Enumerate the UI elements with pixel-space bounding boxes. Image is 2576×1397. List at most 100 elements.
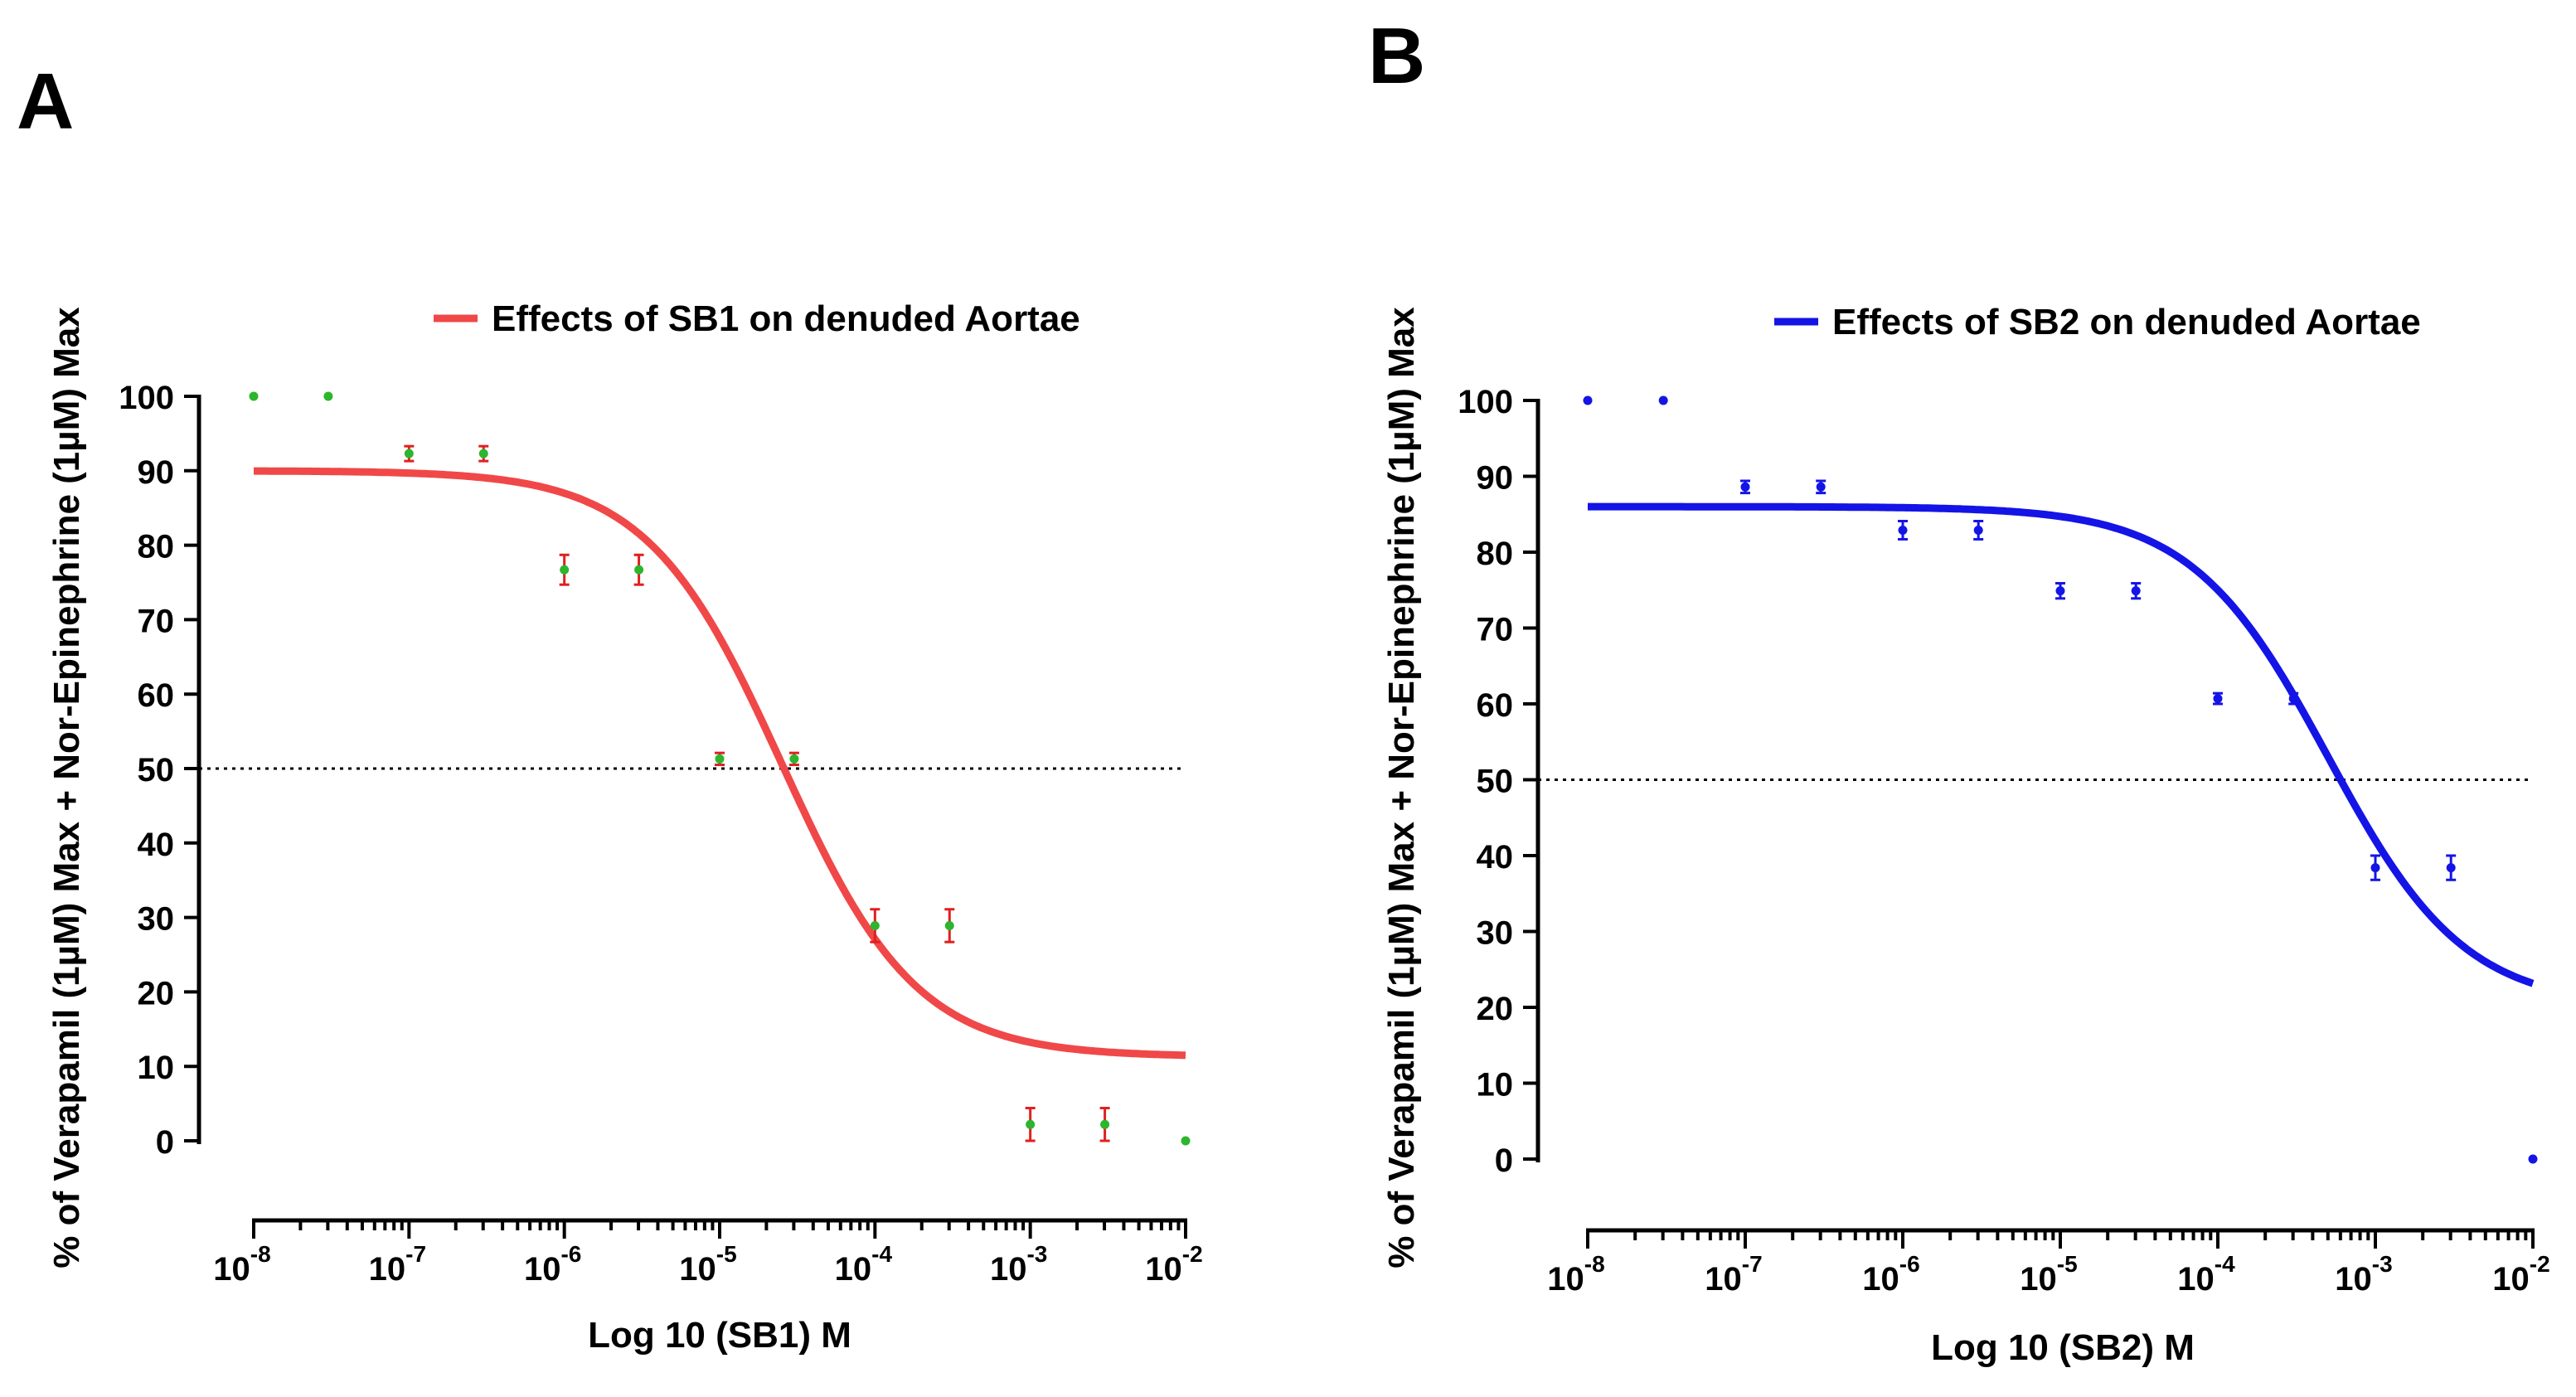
panel-label: B <box>1368 12 1425 100</box>
x-tick-exponent: -8 <box>250 1241 271 1267</box>
data-point <box>2288 694 2298 704</box>
x-tick-base: 10 <box>2335 1261 2372 1298</box>
x-tick-base: 10 <box>1145 1251 1182 1288</box>
data-point <box>323 391 333 401</box>
x-tick-label: 10-3 <box>990 1241 1047 1288</box>
x-tick-label: 10-4 <box>2177 1251 2235 1298</box>
data-point <box>634 565 644 575</box>
x-tick-base: 10 <box>679 1251 716 1288</box>
x-tick-label: 10-7 <box>1705 1251 1762 1298</box>
y-tick-label: 70 <box>138 603 175 639</box>
data-point <box>870 920 880 930</box>
fit-curve <box>254 467 1186 1060</box>
x-axis-label: Log 10 (SB1) M <box>588 1315 851 1356</box>
x-tick-exponent: -7 <box>1742 1251 1763 1277</box>
data-point <box>1026 1119 1036 1129</box>
x-tick-label: 10-2 <box>2492 1251 2549 1298</box>
y-tick-label: 50 <box>138 752 175 788</box>
x-tick-label: 10-8 <box>1547 1251 1604 1298</box>
panel-label: A <box>17 57 74 146</box>
x-tick-exponent: -3 <box>2372 1251 2393 1277</box>
legend-label: Effects of SB1 on denuded Aortae <box>492 298 1080 339</box>
data-point <box>1740 482 1750 492</box>
x-tick-label: 10-5 <box>2020 1251 2077 1298</box>
x-tick-label: 10-7 <box>369 1241 426 1288</box>
data-point <box>1816 482 1826 492</box>
data-point <box>249 391 259 401</box>
y-tick-label: 10 <box>138 1050 175 1086</box>
x-tick-base: 10 <box>2020 1261 2057 1298</box>
y-tick-label: 80 <box>1477 536 1514 572</box>
x-tick-label: 10-4 <box>835 1241 893 1288</box>
x-tick-base: 10 <box>1547 1261 1584 1298</box>
data-point <box>478 449 488 458</box>
data-point <box>2370 863 2380 873</box>
y-tick-label: 10 <box>1477 1067 1514 1104</box>
data-point <box>789 754 799 764</box>
x-tick-base: 10 <box>835 1251 872 1288</box>
x-tick-exponent: -6 <box>560 1241 581 1267</box>
x-tick-base: 10 <box>1862 1261 1899 1298</box>
x-tick-exponent: -2 <box>2530 1251 2550 1277</box>
x-tick-label: 10-8 <box>213 1241 270 1288</box>
y-tick-label: 60 <box>138 677 175 714</box>
y-tick-label: 100 <box>119 380 174 416</box>
data-point <box>2055 586 2065 596</box>
y-tick-label: 30 <box>138 901 175 938</box>
x-tick-exponent: -8 <box>1584 1251 1605 1277</box>
y-tick-label: 20 <box>1477 991 1514 1027</box>
legend-label: Effects of SB2 on denuded Aortae <box>1832 302 2421 342</box>
x-tick-base: 10 <box>524 1251 561 1288</box>
data-point <box>1658 395 1668 405</box>
y-tick-label: 40 <box>138 827 175 863</box>
x-tick-exponent: -2 <box>1182 1241 1203 1267</box>
y-tick-label: 0 <box>1495 1142 1513 1179</box>
x-tick-exponent: -6 <box>1899 1251 1920 1277</box>
chart-panel-b: B Effects of SB2 on denuded Aortae 0 10 20 30… <box>1368 12 2550 1368</box>
x-tick-exponent: -4 <box>2215 1251 2235 1277</box>
data-point <box>1973 525 1983 535</box>
data-point <box>560 565 570 575</box>
x-tick-exponent: -5 <box>2057 1251 2078 1277</box>
x-tick-label: 10-3 <box>2335 1251 2392 1298</box>
x-tick-label: 10-5 <box>679 1241 736 1288</box>
data-point <box>1583 395 1593 405</box>
data-point <box>2131 586 2141 596</box>
x-tick-exponent: -7 <box>405 1241 426 1267</box>
x-tick-exponent: -4 <box>871 1241 892 1267</box>
data-point <box>2446 863 2456 873</box>
x-tick-base: 10 <box>990 1251 1027 1288</box>
data-point <box>715 754 725 764</box>
x-tick-base: 10 <box>213 1251 250 1288</box>
x-tick-exponent: -3 <box>1026 1241 1047 1267</box>
y-tick-label: 40 <box>1477 839 1514 876</box>
x-tick-label: 10-6 <box>1862 1251 1919 1298</box>
x-tick-base: 10 <box>369 1251 406 1288</box>
y-tick-label: 100 <box>1458 384 1513 420</box>
x-tick-label: 10-6 <box>524 1241 581 1288</box>
data-point <box>1181 1136 1191 1146</box>
y-tick-label: 70 <box>1477 612 1514 648</box>
y-tick-label: 80 <box>138 529 175 565</box>
data-point <box>1898 525 1908 535</box>
data-point <box>2528 1154 2538 1164</box>
x-axis-label: Log 10 (SB2) M <box>1931 1327 2195 1368</box>
data-point <box>1100 1119 1110 1129</box>
y-tick-label: 90 <box>1477 460 1514 497</box>
x-tick-label: 10-2 <box>1145 1241 1202 1288</box>
y-axis-label: % of Verapamil (1µM) Max + Nor-Epinephri… <box>46 307 87 1268</box>
data-point <box>404 449 414 458</box>
y-tick-label: 90 <box>138 454 175 491</box>
y-tick-label: 0 <box>156 1124 174 1161</box>
y-tick-label: 30 <box>1477 915 1514 952</box>
x-tick-exponent: -5 <box>716 1241 737 1267</box>
y-tick-label: 60 <box>1477 687 1514 724</box>
data-point <box>2213 694 2223 704</box>
y-tick-label: 50 <box>1477 764 1514 800</box>
y-tick-label: 20 <box>138 975 175 1011</box>
y-axis-label: % of Verapamil (1µM) Max + Nor-Epinephri… <box>1381 307 1422 1268</box>
chart-panel-a: A Effects of SB1 on denuded Aortae 0 10 20 30… <box>17 57 1203 1356</box>
x-tick-base: 10 <box>2492 1261 2530 1298</box>
